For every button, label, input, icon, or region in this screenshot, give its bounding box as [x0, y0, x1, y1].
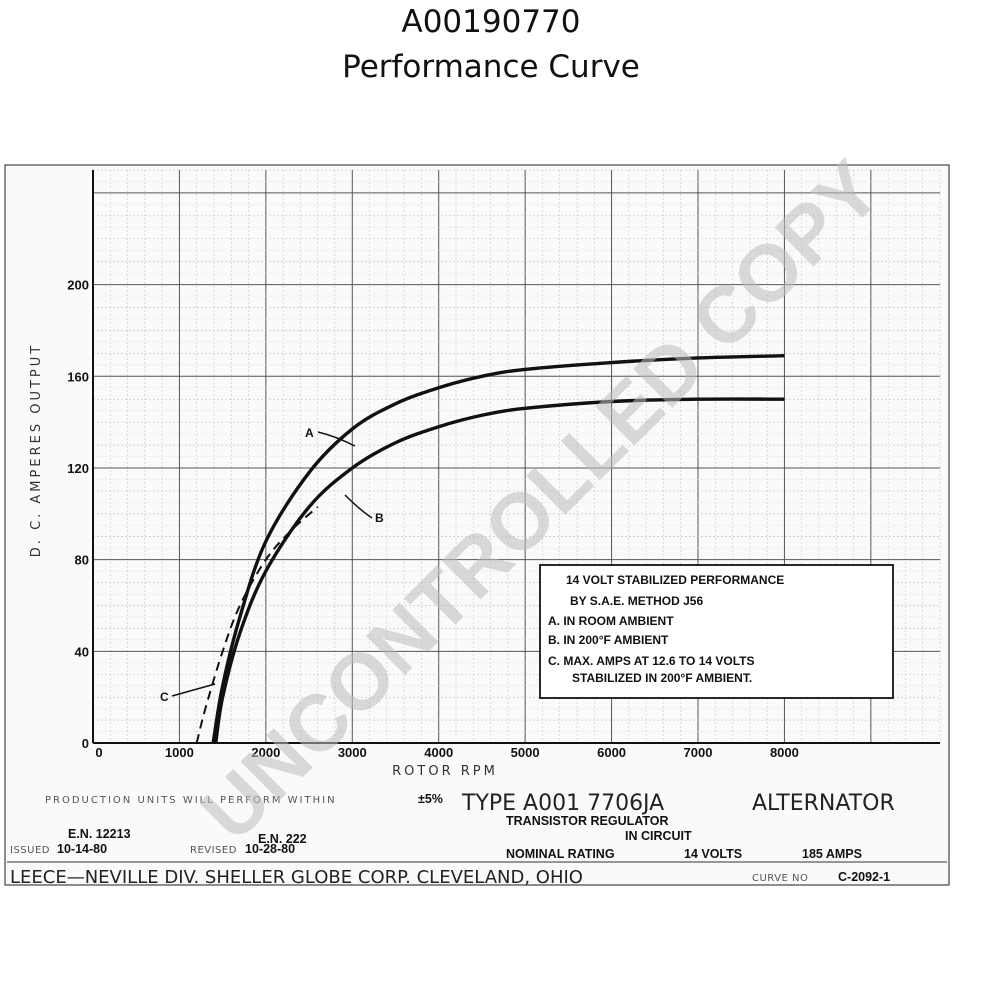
company-line: LEECE—NEVILLE DIV. SHELLER GLOBE CORP. C…	[10, 867, 583, 888]
series-line-c	[195, 506, 319, 744]
leader-line-b	[344, 494, 373, 519]
legend-line-6: STABILIZED IN 200°F AMBIENT.	[572, 671, 752, 685]
x-tick-label: 0	[95, 745, 102, 760]
x-tick-label: 5000	[511, 745, 540, 760]
x-tick-label: 6000	[597, 745, 626, 760]
part-number-title: A00190770	[401, 4, 581, 40]
issued-label: ISSUED	[10, 845, 50, 856]
x-tick-label: 2000	[251, 745, 280, 760]
y-tick-label: 200	[67, 278, 89, 293]
in-circuit-label: IN CIRCUIT	[625, 829, 692, 843]
y-tick-label: 40	[75, 644, 89, 659]
curve-label-b: B	[375, 511, 384, 525]
x-tick-labels: 0 1000 2000 3000 4000 5000 6000 7000 8000	[95, 745, 799, 760]
series-line-b	[214, 397, 785, 744]
x-tick-label: 3000	[338, 745, 367, 760]
chart-title: Performance Curve	[342, 49, 640, 85]
regulator-label: TRANSISTOR REGULATOR	[506, 814, 669, 828]
leader-line-a	[317, 431, 356, 447]
y-tick-label: 80	[75, 553, 89, 568]
revised-date: 10-28-80	[245, 842, 295, 856]
legend-line-5: C. MAX. AMPS AT 12.6 TO 14 VOLTS	[548, 654, 754, 668]
x-tick-label: 4000	[424, 745, 453, 760]
leader-line-c	[171, 683, 216, 697]
series-line-a	[211, 353, 785, 744]
issued-date: 10-14-80	[57, 842, 107, 856]
production-note: PRODUCTION UNITS WILL PERFORM WITHIN	[45, 795, 337, 806]
y-tick-labels: 0 40 80 120 160 200	[67, 278, 89, 751]
y-axis-label: D. C. AMPERES OUTPUT	[29, 343, 44, 557]
x-tick-label: 7000	[684, 745, 713, 760]
x-axis-label: ROTOR RPM	[392, 764, 498, 779]
curve-label-a: A	[305, 426, 314, 440]
revised-label: REVISED	[190, 845, 237, 856]
legend-line-1: 14 VOLT STABILIZED PERFORMANCE	[566, 573, 784, 587]
legend-line-2: BY S.A.E. METHOD J56	[570, 594, 703, 608]
y-tick-label: 120	[67, 461, 89, 476]
en-issued: E.N. 12213	[68, 827, 131, 841]
alternator-label: ALTERNATOR	[752, 791, 895, 816]
y-tick-label: 0	[82, 736, 89, 751]
legend-line-4: B. IN 200°F AMBIENT	[548, 633, 669, 647]
legend-line-3: A. IN ROOM AMBIENT	[548, 614, 674, 628]
rated-volts: 14 VOLTS	[684, 847, 742, 861]
series-group	[195, 353, 785, 744]
nominal-rating-label: NOMINAL RATING	[506, 847, 615, 861]
curve-number: C-2092-1	[838, 870, 890, 884]
type-designation: TYPE A001 7706JA	[461, 791, 664, 816]
en-revised: E.N. 222	[258, 832, 307, 846]
legend-box	[539, 564, 894, 699]
curve-no-label: CURVE NO	[752, 873, 808, 884]
curve-label-c: C	[160, 690, 169, 704]
rated-amps: 185 AMPS	[802, 847, 862, 861]
y-tick-label: 160	[67, 369, 89, 384]
x-tick-label: 8000	[770, 745, 799, 760]
tolerance: ±5%	[418, 792, 443, 806]
x-tick-label: 1000	[165, 745, 194, 760]
